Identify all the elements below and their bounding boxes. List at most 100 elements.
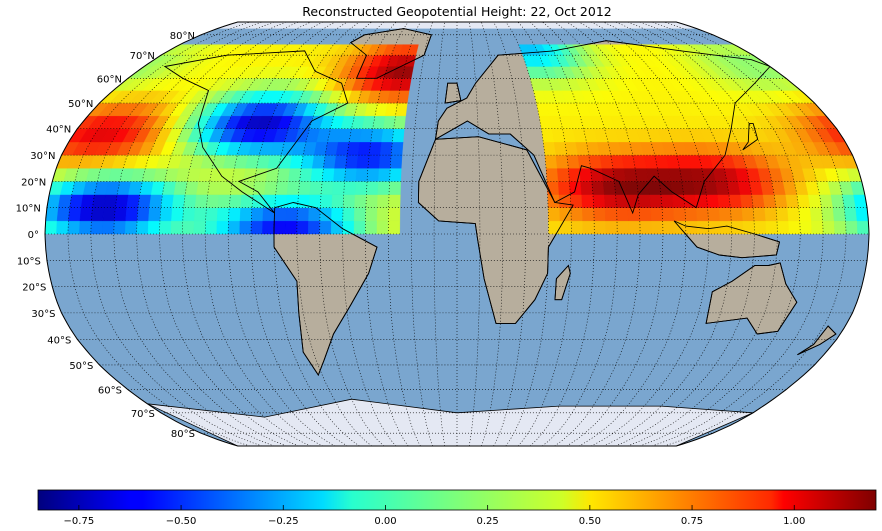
field-cell <box>638 194 651 208</box>
field-cell <box>639 220 652 235</box>
colorbar-tick-label: 1.00 <box>783 516 805 527</box>
field-cell <box>566 154 580 169</box>
field-cell <box>67 220 81 235</box>
field-cell <box>799 220 812 235</box>
field-cell <box>357 141 371 156</box>
field-cell <box>616 220 629 235</box>
field-cell <box>715 181 730 195</box>
field-cell <box>379 141 393 156</box>
field-cell <box>548 220 561 235</box>
field-cell <box>194 194 208 208</box>
lat-label: 50°S <box>69 361 93 372</box>
field-cell <box>605 220 618 235</box>
meridian <box>387 22 421 446</box>
field-cell <box>90 220 103 235</box>
field-cell <box>136 220 149 235</box>
field-cell <box>239 220 252 235</box>
field-cell <box>555 154 569 169</box>
field-cell <box>171 207 184 222</box>
meridian <box>90 22 263 446</box>
field-cell <box>227 220 241 235</box>
field-cell <box>172 194 186 208</box>
lat-label: 50°N <box>68 99 93 110</box>
field-cell <box>372 115 386 129</box>
geopotential-field <box>45 28 869 376</box>
latitude-labels: 80°N 70°N 60°N 50°N 40°N 30°N 20°N 10°N 0° 10°S 20… <box>16 31 195 440</box>
field-cell <box>649 194 663 208</box>
field-cell <box>615 194 629 208</box>
colorbar-tick-label: −0.25 <box>268 516 299 527</box>
graticule <box>45 22 869 446</box>
field-cell <box>753 207 766 222</box>
field-cell <box>365 207 378 222</box>
globe-outline <box>44 21 870 447</box>
field-cell <box>798 207 812 222</box>
field-cell <box>56 220 69 235</box>
field-cell <box>570 194 583 208</box>
meridian <box>181 22 311 446</box>
meridian <box>664 22 847 446</box>
field-cell <box>148 207 161 222</box>
meridian <box>481 22 504 446</box>
field-cell <box>588 154 602 169</box>
coast-greenland <box>350 28 432 79</box>
meridian <box>590 22 710 446</box>
coast-madagascar <box>554 264 571 301</box>
field-cell <box>582 207 595 222</box>
field-cell <box>102 220 115 235</box>
field-cell <box>774 194 788 208</box>
field-cell <box>856 220 869 235</box>
field-cell <box>296 220 309 235</box>
field-cell <box>764 207 778 222</box>
lat-label: 60°S <box>98 386 122 397</box>
field-cell <box>344 168 357 182</box>
field-cell <box>79 207 93 222</box>
field-cell <box>319 220 332 235</box>
field-cell <box>367 154 381 169</box>
field-cell <box>582 220 595 235</box>
meridian <box>67 22 250 446</box>
meridian <box>493 22 527 446</box>
field-cell <box>580 181 594 195</box>
field-cell <box>308 194 322 208</box>
meridian <box>554 22 641 446</box>
field-cell <box>376 207 389 222</box>
field-cell <box>635 168 649 182</box>
field-cell <box>592 194 606 208</box>
meridian <box>627 22 778 446</box>
field-cell <box>320 181 334 195</box>
field-cell <box>684 207 698 222</box>
field-cell <box>149 194 163 208</box>
field-cell <box>265 168 279 182</box>
field-cell <box>614 181 628 195</box>
field-cell <box>787 207 801 222</box>
field-cell <box>288 168 302 182</box>
field-cell <box>651 220 664 235</box>
meridian <box>578 22 687 446</box>
field-cell <box>388 194 401 208</box>
field-cell <box>366 168 380 182</box>
lat-label: 40°S <box>47 335 71 346</box>
meridian <box>365 22 409 446</box>
field-cell <box>68 207 82 222</box>
meridian <box>517 22 572 446</box>
field-cell <box>365 220 378 235</box>
field-cell <box>751 194 765 208</box>
meridian <box>651 22 824 446</box>
field-cell <box>355 168 369 182</box>
field-cell <box>309 181 323 195</box>
field-cell <box>388 220 401 235</box>
field-cell <box>821 207 835 222</box>
coast-indonesia <box>673 220 781 259</box>
field-cell <box>273 207 287 222</box>
field-cell <box>354 181 368 195</box>
lat-label: 20°S <box>22 283 46 294</box>
field-cell <box>45 207 59 222</box>
field-cell <box>570 207 583 222</box>
field-cell <box>553 141 568 156</box>
field-cell <box>332 181 345 195</box>
field-cell <box>79 220 92 235</box>
field-cell <box>331 194 344 208</box>
field-cell <box>334 154 348 169</box>
